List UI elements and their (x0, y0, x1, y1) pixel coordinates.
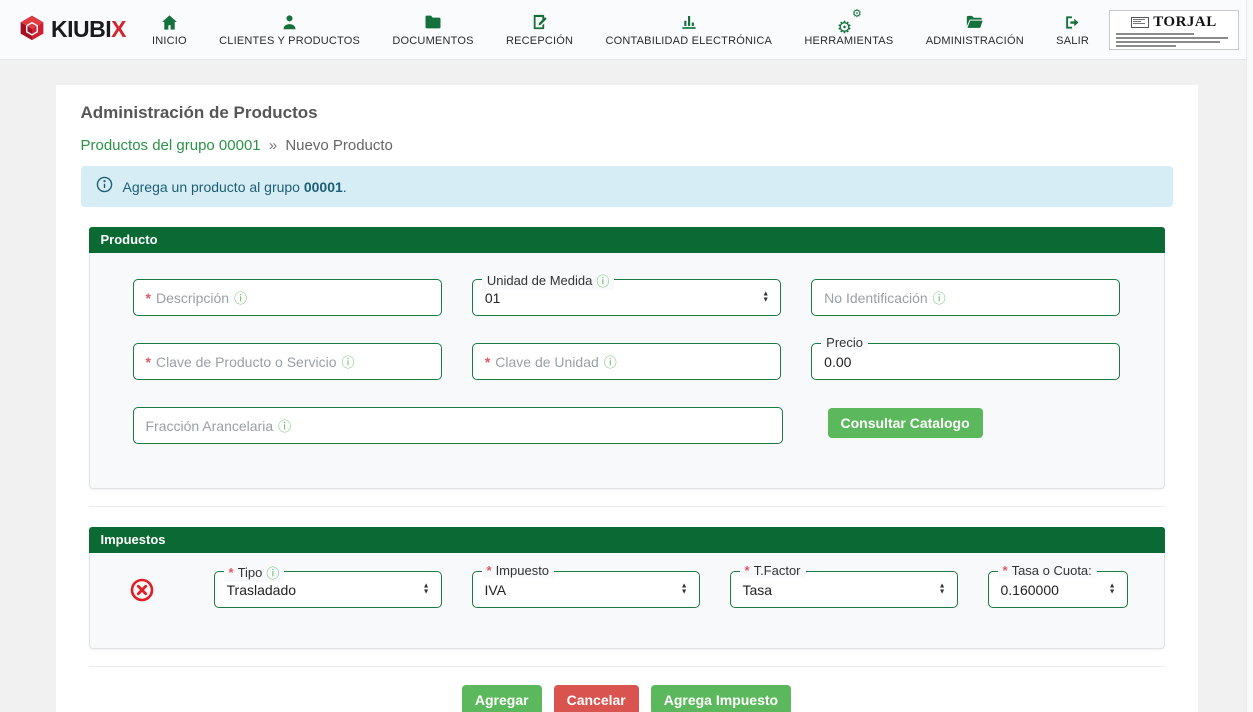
unidad-medida-select[interactable]: Unidad de Medida ⓘ 01 ▲ ▼ (471, 271, 782, 316)
torjal-mark-icon (1131, 16, 1150, 28)
agregar-button[interactable]: Agregar (461, 685, 542, 712)
tasa-cuota-value: 0.160000 (1000, 581, 1059, 598)
alert-group-number: 00001 (303, 178, 343, 195)
kiubix-cube-icon (18, 13, 46, 46)
nav-item-contabilidad-electronica[interactable]: CONTABILIDAD ELECTRÓNICA (605, 10, 772, 49)
impuesto-label: * Impuesto (481, 563, 555, 578)
info-icon: ⓘ (278, 419, 292, 434)
torjal-address-lines (1116, 32, 1232, 47)
user-icon (280, 12, 299, 32)
impuesto-value: IVA (484, 581, 507, 598)
consultar-catalogo-button[interactable]: Consultar Catalogo (827, 408, 983, 438)
precio-label: Precio (821, 335, 869, 350)
required-marker: * (145, 353, 151, 370)
cancelar-button[interactable]: Cancelar (553, 685, 639, 712)
clave-unidad-input[interactable]: * Clave de Unidad ⓘ (471, 343, 782, 380)
breadcrumb-current: Nuevo Producto (285, 137, 393, 154)
page-title: Administración de Productos (80, 103, 318, 122)
delete-tax-icon[interactable] (130, 578, 154, 602)
gears-icon: ⚙ ⚙ (836, 8, 862, 37)
nav-item-administracion[interactable]: ADMINISTRACIÓN (926, 10, 1024, 49)
tipo-value: Trasladado (226, 581, 297, 598)
tipo-label: * Tipo ⓘ (223, 563, 285, 582)
required-marker: * (486, 563, 492, 578)
producto-panel-header: Producto (88, 227, 1165, 253)
precio-value: 0.00 (824, 353, 852, 370)
scrollbar-track[interactable] (1246, 0, 1253, 712)
info-icon: ⓘ (596, 274, 610, 289)
tipo-select[interactable]: * Tipo ⓘ Trasladado ▲ ▼ (213, 563, 442, 608)
info-icon: ⓘ (341, 355, 355, 370)
required-marker: * (1002, 563, 1008, 578)
select-arrows-icon: ▲ ▼ (680, 582, 688, 596)
required-marker: * (744, 563, 750, 578)
producto-panel: Producto * Descripción ⓘ Unidad de Medid… (88, 227, 1165, 489)
kiubix-wordmark: KIUBIX (51, 16, 126, 42)
section-divider (88, 666, 1165, 667)
fraccion-arancelaria-input[interactable]: Fracción Arancelaria ⓘ (132, 407, 783, 444)
impuesto-select[interactable]: * Impuesto IVA ▲ ▼ (471, 563, 700, 608)
tasa-cuota-select[interactable]: * Tasa o Cuota: 0.160000 ▲ ▼ (987, 563, 1128, 608)
torjal-name: TORJAL (1153, 13, 1217, 30)
impuestos-panel-header: Impuestos (88, 527, 1165, 553)
select-arrows-icon: ▲ ▼ (422, 582, 430, 596)
clave-producto-servicio-input[interactable]: * Clave de Producto o Servicio ⓘ (132, 343, 442, 380)
bar-chart-icon (679, 12, 699, 32)
info-icon: ⓘ (603, 355, 617, 370)
info-alert: Agrega un producto al grupo 00001. (80, 166, 1173, 207)
info-icon: ⓘ (932, 291, 946, 306)
nav-item-documentos[interactable]: DOCUMENTOS (392, 10, 473, 49)
info-icon: ⓘ (266, 566, 280, 581)
impuestos-fields-row: * Tipo ⓘ Trasladado ▲ ▼ * Impuesto IVA ▲ ▼ (213, 563, 1128, 608)
agrega-impuesto-button[interactable]: Agrega Impuesto (650, 685, 792, 712)
alert-text: Agrega un producto al grupo 00001. (122, 178, 347, 195)
producto-panel-body: * Descripción ⓘ Unidad de Medida ⓘ 01 ▲ ▼ (88, 253, 1165, 489)
select-arrows-icon: ▲ ▼ (762, 290, 770, 304)
edit-document-icon (530, 12, 550, 32)
descripcion-input[interactable]: * Descripción ⓘ (132, 279, 442, 316)
nav-item-herramientas[interactable]: ⚙ ⚙ HERRAMIENTAS (804, 8, 894, 48)
form-actions: Agregar Cancelar Agrega Impuesto (81, 685, 1173, 712)
open-folder-icon (964, 12, 985, 32)
tfactor-label: * T.Factor (739, 563, 806, 578)
select-arrows-icon: ▲ ▼ (938, 582, 946, 596)
unidad-medida-value: 01 (484, 289, 501, 306)
breadcrumb: Productos del grupo 00001 » Nuevo Produc… (81, 137, 1173, 154)
select-arrows-icon: ▲ ▼ (1108, 582, 1116, 596)
nav-item-inicio[interactable]: INICIO (152, 10, 187, 49)
required-marker: * (145, 289, 151, 306)
impuestos-panel: Impuestos * Tipo ⓘ Trasladado ▲ ▼ * (88, 527, 1165, 649)
info-icon (96, 176, 113, 197)
kiubix-logo[interactable]: KIUBIX (18, 13, 126, 46)
breadcrumb-separator: » (268, 137, 278, 154)
section-divider (88, 506, 1165, 507)
main-card: Administración de Productos Productos de… (55, 85, 1198, 712)
top-navbar: KIUBIX INICIO CLIENTES Y PRODUCTOS DOCUM… (0, 0, 1253, 60)
folder-icon (423, 12, 443, 32)
unidad-medida-label: Unidad de Medida ⓘ (481, 271, 615, 290)
precio-input[interactable]: Precio 0.00 (811, 335, 1121, 380)
nav-item-recepcion[interactable]: RECEPCIÓN (506, 10, 573, 49)
no-identificacion-input[interactable]: No Identificación ⓘ (811, 279, 1121, 316)
tasa-cuota-label: * Tasa o Cuota: (997, 563, 1097, 578)
logout-icon (1063, 12, 1082, 32)
breadcrumb-link-productos-grupo[interactable]: Productos del grupo 00001 (80, 137, 261, 154)
tfactor-value: Tasa (742, 581, 773, 598)
impuestos-panel-body: * Tipo ⓘ Trasladado ▲ ▼ * Impuesto IVA ▲ ▼ (88, 553, 1165, 649)
required-marker: * (484, 353, 491, 370)
home-icon (160, 12, 179, 32)
torjal-partner-logo: TORJAL (1109, 9, 1239, 50)
nav-item-clientes-y-productos[interactable]: CLIENTES Y PRODUCTOS (219, 10, 360, 49)
info-icon: ⓘ (234, 291, 248, 306)
required-marker: * (228, 565, 234, 580)
tfactor-select[interactable]: * T.Factor Tasa ▲ ▼ (729, 563, 958, 608)
nav-items: INICIO CLIENTES Y PRODUCTOS DOCUMENTOS R… (146, 8, 1095, 49)
nav-item-salir[interactable]: SALIR (1056, 10, 1089, 49)
